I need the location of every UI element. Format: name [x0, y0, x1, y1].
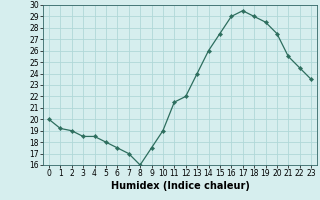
X-axis label: Humidex (Indice chaleur): Humidex (Indice chaleur): [111, 181, 249, 191]
